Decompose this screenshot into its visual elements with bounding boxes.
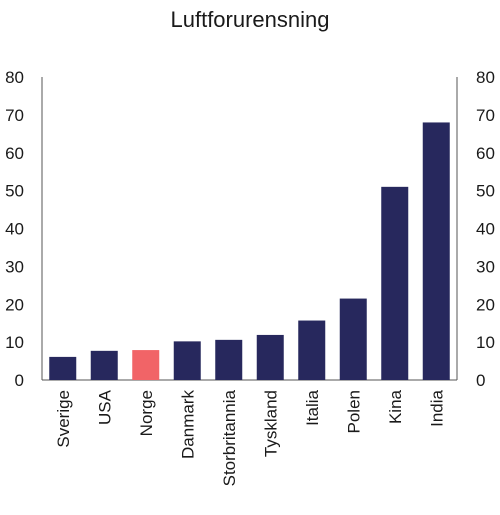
bar-storbritannia xyxy=(215,339,243,380)
y-tick-label-left: 10 xyxy=(5,333,24,352)
bar-india xyxy=(422,122,450,380)
category-label: Danmark xyxy=(178,390,197,459)
y-tick-label-right: 80 xyxy=(476,68,495,87)
y-tick-label-right: 30 xyxy=(476,257,495,276)
bar-sverige xyxy=(49,356,77,380)
y-tick-label-right: 10 xyxy=(476,333,495,352)
y-tick-label-right: 60 xyxy=(476,144,495,163)
y-tick-label-right: 50 xyxy=(476,182,495,201)
category-label: Kina xyxy=(386,389,405,424)
y-tick-label-left: 20 xyxy=(5,295,24,314)
y-tick-label-right: 40 xyxy=(476,220,495,239)
bar-norge xyxy=(132,350,160,380)
bar-tyskland xyxy=(256,334,284,380)
y-tick-label-left: 30 xyxy=(5,257,24,276)
category-label: Tyskland xyxy=(261,390,280,457)
category-label: Sverige xyxy=(54,390,73,448)
bar-danmark xyxy=(173,341,201,380)
category-label: Storbritannia xyxy=(220,389,239,486)
bar-italia xyxy=(298,320,326,380)
y-tick-label-left: 0 xyxy=(15,371,24,390)
y-tick-label-left: 50 xyxy=(5,182,24,201)
y-tick-label-left: 40 xyxy=(5,220,24,239)
chart-title: Luftforurensning xyxy=(171,7,330,32)
left-y-axis-ticks: 0 10 20 30 40 50 60 70 80 xyxy=(5,68,24,390)
bar-kina xyxy=(381,186,409,380)
bars xyxy=(49,122,450,380)
bar-usa xyxy=(90,350,118,380)
category-label: Italia xyxy=(303,389,322,425)
y-tick-label-right: 20 xyxy=(476,295,495,314)
y-tick-label-left: 70 xyxy=(5,106,24,125)
y-tick-label-right: 0 xyxy=(476,371,485,390)
category-label: Polen xyxy=(344,390,363,433)
category-label: India xyxy=(427,389,446,426)
y-tick-label-left: 60 xyxy=(5,144,24,163)
bar-polen xyxy=(339,298,367,380)
category-label: USA xyxy=(95,389,114,425)
y-tick-label-left: 80 xyxy=(5,68,24,87)
category-labels: Sverige USA Norge Danmark Storbritannia Tyskl… xyxy=(54,389,447,486)
y-tick-label-right: 70 xyxy=(476,106,495,125)
right-y-axis-ticks: 0 10 20 30 40 50 60 70 80 xyxy=(476,68,495,390)
category-label: Norge xyxy=(137,390,156,436)
